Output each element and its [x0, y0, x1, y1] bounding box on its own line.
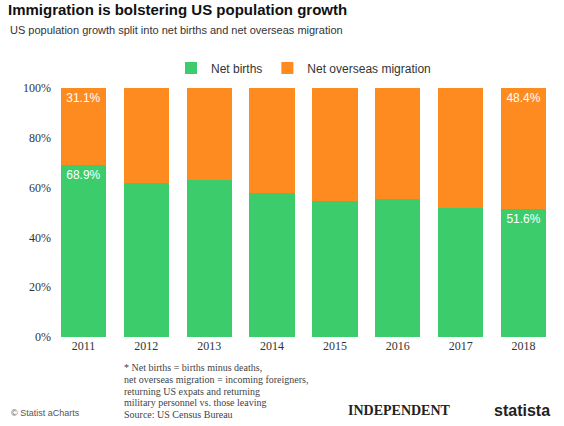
svg-text:2015: 2015: [323, 339, 347, 353]
svg-text:net overseas migration = incom: net overseas migration = incoming foreig…: [124, 374, 308, 385]
svg-text:Source: US Census Bureau: Source: US Census Bureau: [124, 409, 233, 420]
svg-text:returning US expats and return: returning US expats and returning: [124, 386, 260, 397]
svg-text:statista: statista: [494, 402, 550, 419]
svg-text:2012: 2012: [134, 339, 158, 353]
svg-text:2016: 2016: [386, 339, 410, 353]
svg-text:2014: 2014: [260, 339, 284, 353]
svg-text:31.1%: 31.1%: [66, 91, 100, 105]
svg-text:20%: 20%: [29, 280, 51, 294]
svg-text:48.4%: 48.4%: [506, 91, 540, 105]
svg-text:2017: 2017: [449, 339, 473, 353]
svg-text:Net births: Net births: [211, 62, 262, 76]
svg-text:2013: 2013: [197, 339, 221, 353]
svg-text:2011: 2011: [72, 339, 96, 353]
svg-text:51.6%: 51.6%: [506, 212, 540, 226]
svg-text:100%: 100%: [23, 81, 51, 95]
svg-text:Net overseas migration: Net overseas migration: [307, 62, 430, 76]
svg-text:40%: 40%: [29, 231, 51, 245]
svg-text:military personnel vs. those l: military personnel vs. those leaving: [124, 397, 266, 408]
svg-text:INDEPENDENT: INDEPENDENT: [348, 403, 451, 418]
svg-text:US population growth split int: US population growth split into net birt…: [10, 24, 343, 36]
svg-text:60%: 60%: [29, 181, 51, 195]
svg-text:68.9%: 68.9%: [66, 168, 100, 182]
svg-text:2018: 2018: [512, 339, 536, 353]
svg-text:* Net births = births minus de: * Net births = births minus deaths,: [124, 362, 262, 373]
svg-text:Immigration is bolstering US p: Immigration is bolstering US population …: [8, 1, 347, 18]
svg-text:0%: 0%: [35, 330, 51, 344]
svg-text:80%: 80%: [29, 131, 51, 145]
svg-text:© Statist aCharts: © Statist aCharts: [11, 408, 80, 418]
